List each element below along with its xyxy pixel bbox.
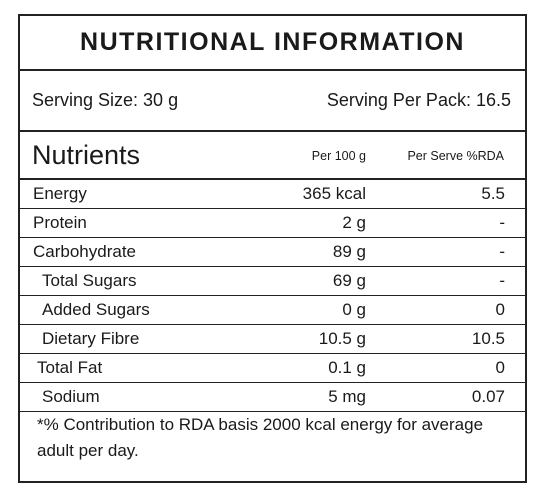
nutrient-label: Carbohydrate — [33, 242, 137, 261]
nutrient-label: Energy — [33, 184, 87, 203]
column-header-rda: Per Serve %RDA — [407, 149, 504, 163]
table-row: Carbohydrate 89 g - — [20, 238, 525, 267]
per-100g-value: 89 g — [332, 242, 366, 261]
table-row: Dietary Fibre 10.5 g 10.5 — [20, 325, 525, 354]
rda-footnote: *% Contribution to RDA basis 2000 kcal e… — [37, 415, 484, 460]
table-row: Protein 2 g - — [20, 209, 525, 238]
rda-value: 0.07 — [471, 387, 505, 406]
per-100g-value: 10.5 g — [318, 329, 366, 348]
table-row: Total Fat 0.1 g 0 — [20, 354, 525, 383]
serving-info: Serving Size: 30 g Serving Per Pack: 16.… — [20, 71, 525, 132]
servings-per-pack: Serving Per Pack: 16.5 — [326, 90, 511, 110]
table-header: Nutrients Per 100 g Per Serve %RDA — [20, 132, 525, 180]
per-100g-value: 69 g — [332, 271, 366, 290]
rda-value: - — [499, 213, 505, 232]
nutrient-label: Dietary Fibre — [42, 329, 140, 348]
rda-value: - — [499, 242, 505, 261]
per-100g-value: 2 g — [342, 213, 366, 232]
table-row: Energy 365 kcal 5.5 — [20, 180, 525, 209]
nutrient-label: Total Sugars — [42, 271, 137, 290]
nutrient-label: Total Fat — [37, 358, 103, 377]
per-100g-value: 0.1 g — [328, 358, 366, 377]
table-row: Sodium 5 mg 0.07 — [20, 383, 525, 412]
per-100g-value: 0 g — [342, 300, 366, 319]
nutrient-label: Sodium — [42, 387, 100, 406]
nutrition-panel: NUTRITIONAL INFORMATION Serving Size: 30… — [18, 14, 527, 483]
rda-value: 10.5 — [471, 329, 505, 348]
nutrients-heading: Nutrients — [32, 140, 141, 170]
column-header-per-100g: Per 100 g — [311, 149, 366, 163]
nutrient-label: Protein — [33, 213, 87, 232]
per-100g-value: 365 kcal — [302, 184, 366, 203]
per-100g-value: 5 mg — [328, 387, 366, 406]
table-row: Total Sugars 69 g - — [20, 267, 525, 296]
rda-value: - — [499, 271, 505, 290]
serving-size: Serving Size: 30 g — [32, 90, 179, 110]
table-row: Added Sugars 0 g 0 — [20, 296, 525, 325]
nutrient-label: Added Sugars — [42, 300, 150, 319]
rda-value: 0 — [495, 300, 505, 319]
panel-title: NUTRITIONAL INFORMATION — [20, 16, 525, 71]
nutrient-table: Energy 365 kcal 5.5 Protein 2 g - Carboh… — [20, 180, 525, 412]
rda-value: 0 — [495, 358, 505, 377]
rda-value: 5.5 — [481, 184, 505, 203]
